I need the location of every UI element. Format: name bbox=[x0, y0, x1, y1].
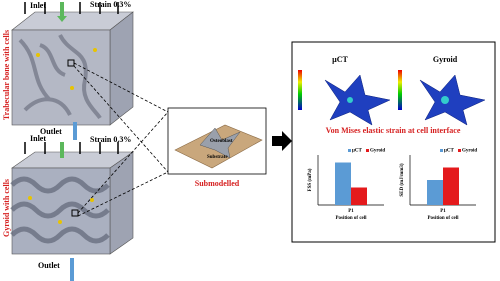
x-tick-label: P1 bbox=[348, 209, 354, 214]
trabecular-title: Trabecular bone with cells bbox=[2, 30, 11, 120]
y-axis-label: SED (mJ/mm3) bbox=[400, 163, 405, 197]
bar bbox=[335, 162, 351, 205]
osteoblast bbox=[199, 127, 241, 159]
outlet-label: Outlet bbox=[40, 127, 62, 136]
inlet-label: Inlet bbox=[30, 1, 46, 10]
panel-title: µCT bbox=[332, 55, 348, 64]
strain-label: Strain 0.3% bbox=[90, 135, 131, 144]
bar bbox=[427, 180, 443, 205]
x-tick-label: P1 bbox=[440, 209, 446, 214]
inlet-label: Inlet bbox=[30, 134, 46, 143]
legend-swatch bbox=[458, 149, 461, 152]
gyroid-title: Gyroid with cells bbox=[2, 179, 11, 237]
top-arrows bbox=[24, 2, 119, 14]
big-arrow bbox=[272, 131, 292, 151]
contour-caption: Von Mises elastic strain at cell interfa… bbox=[326, 126, 461, 135]
legend-label: µCT bbox=[352, 149, 362, 154]
x-axis-label: Position of cell bbox=[427, 216, 459, 221]
gyroid-cube bbox=[10, 151, 134, 255]
legend-swatch bbox=[348, 149, 351, 152]
bar bbox=[443, 167, 459, 205]
y-axis-label: FSS (mPa) bbox=[308, 168, 313, 191]
outlet-label: Outlet bbox=[38, 261, 60, 270]
legend-label: µCT bbox=[444, 149, 454, 154]
osteoblast-label: Osteoblast bbox=[210, 139, 233, 144]
bar bbox=[351, 187, 367, 205]
trabecular-cube bbox=[11, 11, 134, 126]
x-axis-label: Position of cell bbox=[335, 216, 367, 221]
legend-swatch bbox=[366, 149, 369, 152]
bottom-arrows bbox=[24, 142, 119, 154]
panel-title: Gyroid bbox=[433, 55, 458, 64]
zoom-lines bbox=[73, 62, 169, 217]
legend-swatch bbox=[440, 149, 443, 152]
substrate-label: Substrate bbox=[207, 155, 228, 160]
strain-label: Strain 0.3% bbox=[90, 0, 131, 9]
legend-label: Gyroid bbox=[462, 149, 477, 154]
results-box bbox=[291, 41, 496, 243]
inlet-arrow-head bbox=[57, 16, 67, 22]
legend-label: Gyroid bbox=[370, 149, 385, 154]
submodel-caption: Submodelled bbox=[195, 179, 240, 188]
contour-plots bbox=[298, 70, 486, 126]
